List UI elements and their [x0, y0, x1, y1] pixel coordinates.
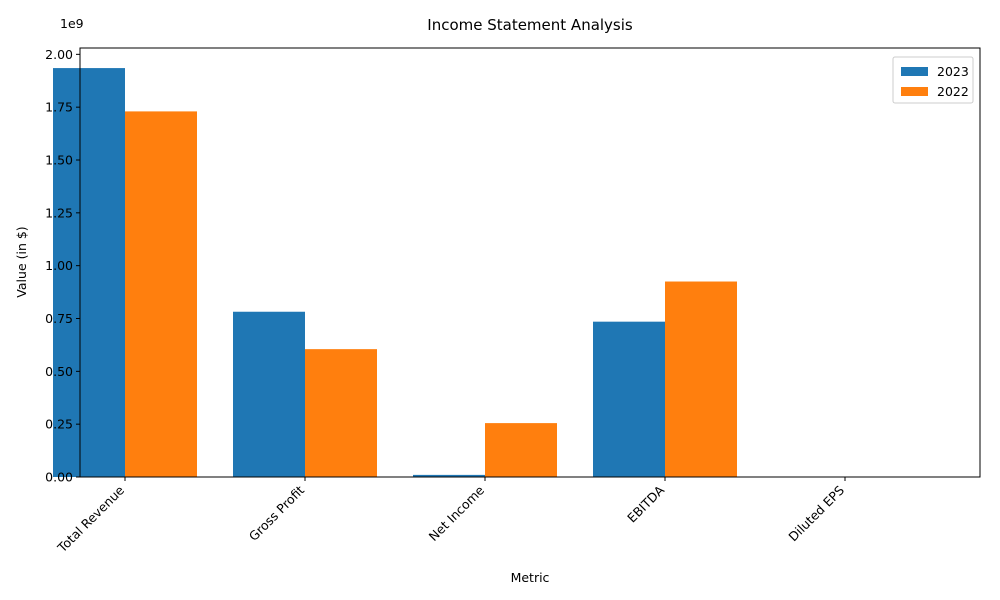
legend: 2023 2022	[892, 56, 974, 104]
y-tick-label: 1.75	[45, 100, 73, 115]
y-tick-label: 2.00	[45, 47, 73, 62]
legend-label: 2023	[937, 64, 969, 79]
y-tick-label: 0.25	[45, 417, 73, 432]
y-tick-label: 1.25	[45, 205, 73, 220]
legend-swatch	[901, 67, 928, 76]
y-tick-label: 0.00	[45, 470, 73, 485]
legend-swatch	[901, 87, 928, 96]
bar-gross-profit-2023	[233, 311, 305, 477]
bar-net-income-2022	[485, 423, 557, 477]
y-tick-label: 0.50	[45, 364, 73, 379]
y-tick-label: 1.00	[45, 258, 73, 273]
y-axis-offset-label: 1e9	[60, 16, 84, 31]
y-tick-label: 0.75	[45, 311, 73, 326]
bar-gross-profit-2022	[305, 349, 377, 477]
y-tick-label: 1.50	[45, 153, 73, 168]
bar-net-income-2023	[413, 474, 485, 477]
chart-title: Income Statement Analysis	[427, 16, 633, 34]
y-axis-label: Value (in $)	[14, 226, 29, 297]
x-axis-label: Metric	[511, 570, 550, 585]
bar-ebitda-2022	[665, 281, 737, 477]
bar-ebitda-2023	[593, 321, 665, 477]
plot-frame	[79, 47, 981, 478]
bar-total-revenue-2022	[125, 111, 197, 477]
legend-label: 2022	[937, 84, 969, 99]
bar-total-revenue-2023	[53, 68, 125, 477]
